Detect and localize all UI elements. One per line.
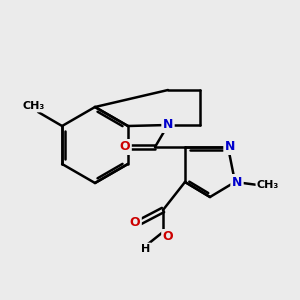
Text: O: O: [163, 230, 173, 244]
Text: N: N: [225, 140, 235, 154]
Text: O: O: [120, 140, 130, 154]
Text: H: H: [141, 244, 151, 254]
Text: CH₃: CH₃: [257, 180, 279, 190]
Text: N: N: [163, 118, 173, 131]
Text: N: N: [232, 176, 242, 188]
Text: O: O: [130, 215, 140, 229]
Text: CH₃: CH₃: [23, 101, 45, 111]
